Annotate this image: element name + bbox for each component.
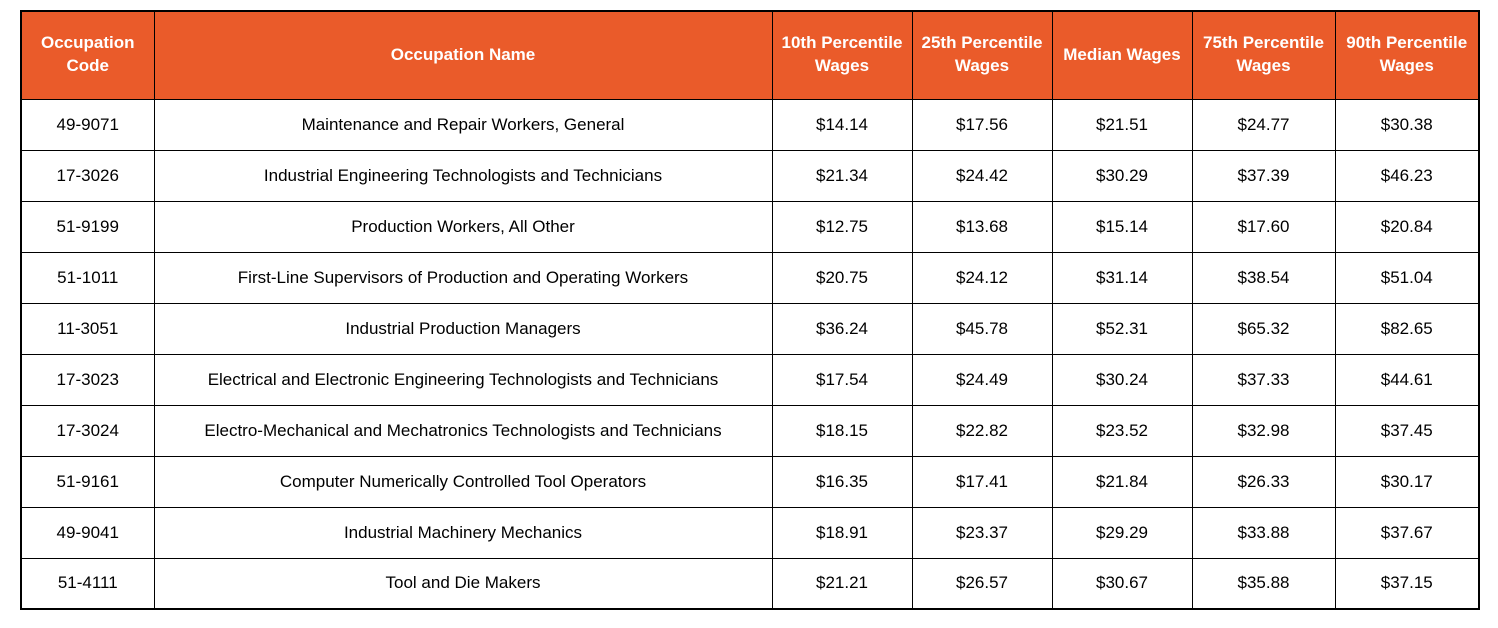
cell-10th-percentile: $21.21 [771,557,913,610]
cell-occupation-code: 17-3026 [20,149,155,202]
cell-occupation-code: 11-3051 [20,302,155,355]
cell-25th-percentile: $23.37 [911,506,1053,559]
cell-median: $52.31 [1051,302,1193,355]
cell-occupation-name: Production Workers, All Other [153,200,773,253]
cell-90th-percentile: $44.61 [1334,353,1480,406]
cell-25th-percentile: $24.49 [911,353,1053,406]
cell-75th-percentile: $35.88 [1191,557,1336,610]
cell-25th-percentile: $24.12 [911,251,1053,304]
cell-25th-percentile: $22.82 [911,404,1053,457]
cell-occupation-code: 51-9161 [20,455,155,508]
cell-median: $21.84 [1051,455,1193,508]
cell-occupation-name: Electrical and Electronic Engineering Te… [153,353,773,406]
cell-occupation-name: First-Line Supervisors of Production and… [153,251,773,304]
cell-occupation-name: Industrial Production Managers [153,302,773,355]
header-90th-percentile-wages: 90th Percentile Wages [1334,10,1480,100]
table-row: 17-3023 Electrical and Electronic Engine… [20,353,1480,406]
cell-10th-percentile: $14.14 [771,98,913,151]
cell-75th-percentile: $37.33 [1191,353,1336,406]
cell-occupation-code: 49-9041 [20,506,155,559]
cell-median: $15.14 [1051,200,1193,253]
cell-occupation-name: Electro-Mechanical and Mechatronics Tech… [153,404,773,457]
cell-occupation-name: Industrial Machinery Mechanics [153,506,773,559]
cell-10th-percentile: $21.34 [771,149,913,202]
table-row: 11-3051 Industrial Production Managers $… [20,302,1480,355]
cell-90th-percentile: $20.84 [1334,200,1480,253]
cell-occupation-code: 17-3024 [20,404,155,457]
cell-75th-percentile: $24.77 [1191,98,1336,151]
cell-25th-percentile: $17.41 [911,455,1053,508]
header-75th-percentile-wages: 75th Percentile Wages [1191,10,1336,100]
cell-25th-percentile: $13.68 [911,200,1053,253]
cell-10th-percentile: $36.24 [771,302,913,355]
table-row: 51-9199 Production Workers, All Other $1… [20,200,1480,253]
table-row: 51-1011 First-Line Supervisors of Produc… [20,251,1480,304]
cell-occupation-code: 51-9199 [20,200,155,253]
table-row: 51-4111 Tool and Die Makers $21.21 $26.5… [20,557,1480,610]
cell-occupation-code: 51-1011 [20,251,155,304]
cell-occupation-code: 17-3023 [20,353,155,406]
cell-25th-percentile: $17.56 [911,98,1053,151]
cell-median: $31.14 [1051,251,1193,304]
cell-10th-percentile: $16.35 [771,455,913,508]
cell-90th-percentile: $37.15 [1334,557,1480,610]
table-row: 17-3026 Industrial Engineering Technolog… [20,149,1480,202]
cell-median: $30.29 [1051,149,1193,202]
table-row: 49-9071 Maintenance and Repair Workers, … [20,98,1480,151]
cell-25th-percentile: $24.42 [911,149,1053,202]
cell-10th-percentile: $18.15 [771,404,913,457]
cell-occupation-name: Computer Numerically Controlled Tool Ope… [153,455,773,508]
cell-90th-percentile: $82.65 [1334,302,1480,355]
cell-median: $30.67 [1051,557,1193,610]
cell-occupation-code: 51-4111 [20,557,155,610]
cell-75th-percentile: $37.39 [1191,149,1336,202]
table-row: 49-9041 Industrial Machinery Mechanics $… [20,506,1480,559]
cell-25th-percentile: $26.57 [911,557,1053,610]
table-row: 17-3024 Electro-Mechanical and Mechatron… [20,404,1480,457]
cell-75th-percentile: $38.54 [1191,251,1336,304]
header-10th-percentile-wages: 10th Percentile Wages [771,10,913,100]
cell-median: $23.52 [1051,404,1193,457]
cell-90th-percentile: $46.23 [1334,149,1480,202]
cell-90th-percentile: $37.67 [1334,506,1480,559]
cell-occupation-code: 49-9071 [20,98,155,151]
header-occupation-name: Occupation Name [153,10,773,100]
cell-90th-percentile: $30.38 [1334,98,1480,151]
cell-75th-percentile: $32.98 [1191,404,1336,457]
cell-occupation-name: Industrial Engineering Technologists and… [153,149,773,202]
cell-10th-percentile: $17.54 [771,353,913,406]
header-median-wages: Median Wages [1051,10,1193,100]
header-25th-percentile-wages: 25th Percentile Wages [911,10,1053,100]
cell-median: $30.24 [1051,353,1193,406]
cell-90th-percentile: $51.04 [1334,251,1480,304]
header-occupation-code: Occupation Code [20,10,155,100]
table-row: 51-9161 Computer Numerically Controlled … [20,455,1480,508]
cell-75th-percentile: $26.33 [1191,455,1336,508]
cell-10th-percentile: $12.75 [771,200,913,253]
cell-75th-percentile: $17.60 [1191,200,1336,253]
cell-10th-percentile: $18.91 [771,506,913,559]
occupation-wage-table: Occupation Code Occupation Name 10th Per… [20,10,1480,610]
cell-90th-percentile: $30.17 [1334,455,1480,508]
cell-median: $21.51 [1051,98,1193,151]
cell-median: $29.29 [1051,506,1193,559]
table-header-row: Occupation Code Occupation Name 10th Per… [20,10,1480,100]
cell-75th-percentile: $65.32 [1191,302,1336,355]
cell-occupation-name: Tool and Die Makers [153,557,773,610]
cell-10th-percentile: $20.75 [771,251,913,304]
cell-90th-percentile: $37.45 [1334,404,1480,457]
cell-75th-percentile: $33.88 [1191,506,1336,559]
cell-25th-percentile: $45.78 [911,302,1053,355]
cell-occupation-name: Maintenance and Repair Workers, General [153,98,773,151]
